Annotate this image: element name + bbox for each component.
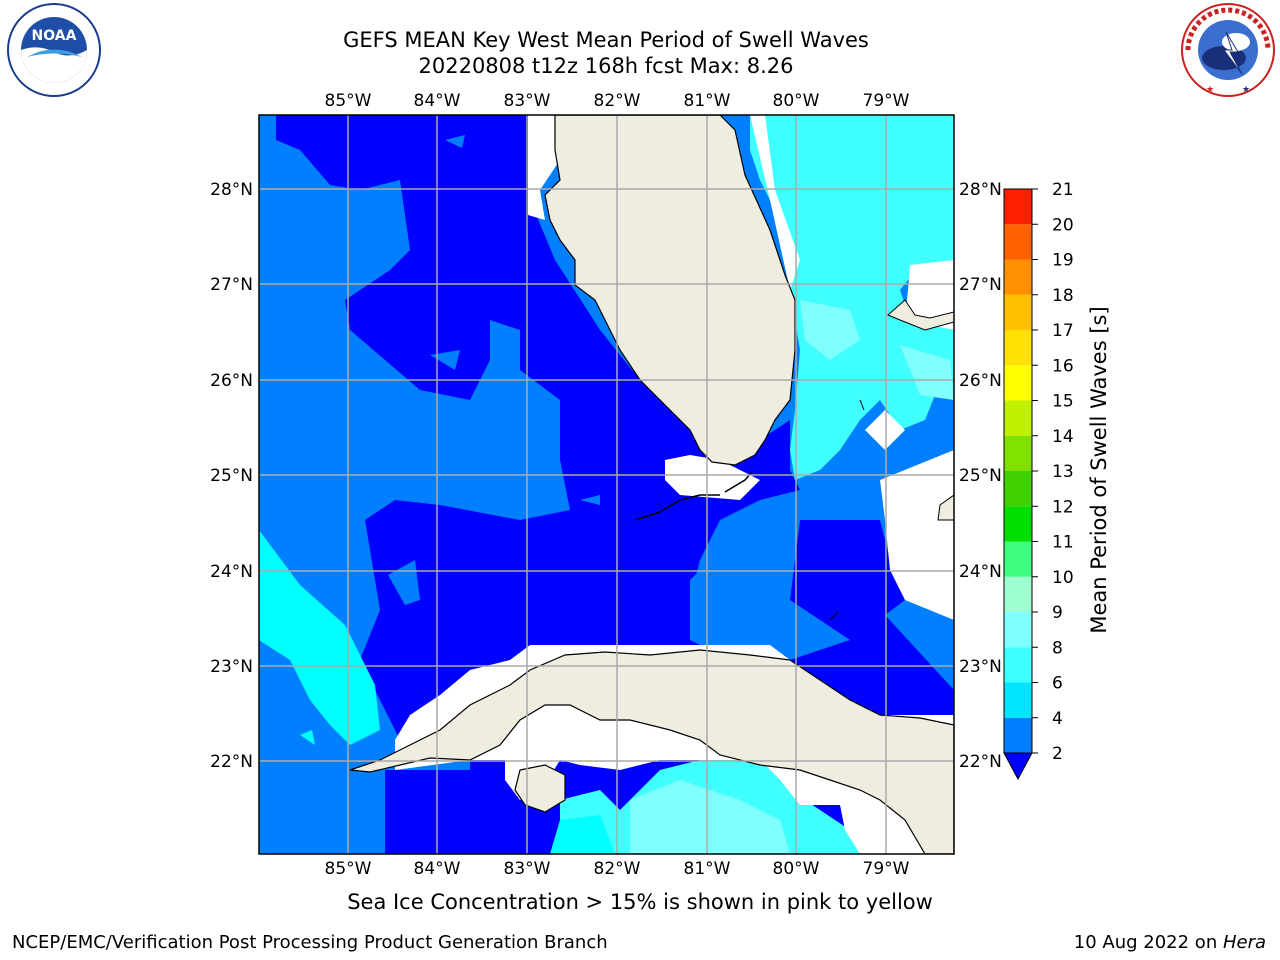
colorbar-segment [1004,365,1032,401]
colorbar-segment [1004,541,1032,577]
footer-credit: NCEP/EMC/Verification Post Processing Pr… [12,932,608,953]
colorbar-tick-label: 15 [1052,392,1074,412]
lat-labels-left: 28°N 27°N 26°N 25°N 24°N 23°N 22°N [210,180,253,772]
colorbar-segment [1004,682,1032,718]
colorbar-segment [1004,506,1032,542]
sea-ice-note: Sea Ice Concentration > 15% is shown in … [347,890,933,914]
lon-label: 83°W [504,859,551,879]
colorbar-tick-label: 6 [1052,674,1063,694]
colorbar-segment [1004,612,1032,648]
cuba-land [349,649,954,854]
lat-label: 25°N [959,466,1002,486]
colorbar-tick-label: 8 [1052,638,1063,658]
gridlines [259,115,954,854]
map-area [259,115,954,854]
lon-labels-top: 85°W 84°W 83°W 82°W 81°W 80°W 79°W [325,91,910,111]
footer-date-text: 10 Aug 2022 on [1073,932,1223,953]
lat-label: 22°N [210,752,253,772]
svg-text:★: ★ [1242,85,1250,95]
lon-label: 79°W [863,859,910,879]
noaa-logo: NOAA [7,3,101,97]
florida-land [544,115,796,466]
lon-label: 84°W [414,859,461,879]
nws-logo: ★ ★ [1181,3,1275,97]
colorbar-tick-label: 19 [1052,251,1074,271]
lat-label: 28°N [210,180,253,200]
colorbar-tick-label: 9 [1052,603,1063,623]
lon-label: 80°W [773,859,820,879]
lat-label: 22°N [959,752,1002,772]
lon-label: 84°W [414,91,461,111]
colorbar-tick-label: 21 [1052,180,1074,200]
colorbar-segment [1004,330,1032,366]
colorbar-tick-label: 4 [1052,709,1063,729]
colorbar-segment [1004,471,1032,507]
colorbar-segment [1004,647,1032,683]
lat-label: 23°N [210,657,253,677]
lon-label: 79°W [863,91,910,111]
lat-label: 23°N [959,657,1002,677]
lon-label: 85°W [325,859,372,879]
lat-label: 24°N [210,562,253,582]
colorbar-tick-label: 13 [1052,462,1074,482]
colorbar-tick-label: 18 [1052,286,1074,306]
footer-date: 10 Aug 2022 on Hera [1074,932,1266,953]
colorbar-segment [1004,259,1032,295]
colorbar-tick-label: 12 [1052,497,1074,517]
lon-label: 85°W [325,91,372,111]
cyan-region-east [750,115,954,480]
colorbar: 2 4 6 8 9 10 11 12 13 14 15 16 17 18 19 20 21 [1003,180,1074,781]
colorbar-extend-arrow [1003,752,1033,781]
colorbar-tick-label: 2 [1052,744,1063,764]
svg-text:★: ★ [1206,85,1214,95]
map-frame [258,114,955,855]
lon-label: 81°W [684,859,731,879]
colorbar-segment [1004,717,1032,753]
lat-label: 25°N [210,466,253,486]
colorbar-tick-label: 16 [1052,356,1074,376]
lat-label: 27°N [959,275,1002,295]
lon-label: 82°W [594,91,641,111]
cyan-region-southwest [259,530,380,745]
lon-label: 81°W [684,91,731,111]
colorbar-segment [1004,400,1032,436]
lat-labels-right: 28°N 27°N 26°N 25°N 24°N 23°N 22°N [959,180,1002,772]
lat-label: 28°N [959,180,1002,200]
footer-host: Hera [1222,932,1266,953]
colorbar-segment [1004,576,1032,612]
colorbar-segment [1004,189,1032,225]
lon-label: 82°W [594,859,641,879]
lon-labels-bottom: 85°W 84°W 83°W 82°W 81°W 80°W 79°W [325,859,910,879]
lat-label: 26°N [210,371,253,391]
colorbar-tick-label: 14 [1052,427,1074,447]
lat-label: 26°N [959,371,1002,391]
chart-title: GEFS MEAN Key West Mean Period of Swell … [343,28,869,52]
colorbar-label: Mean Period of Swell Waves [s] [1087,306,1111,633]
noaa-logo-text: NOAA [32,28,77,44]
lon-label: 80°W [773,91,820,111]
chart-subtitle: 20220808 t12z 168h fcst Max: 8.26 [418,54,794,78]
colorbar-segment [1004,435,1032,471]
colorbar-segment [1004,294,1032,330]
colorbar-tick-label: 10 [1052,568,1074,588]
colorbar-tick-label: 17 [1052,321,1074,341]
colorbar-tick-label: 20 [1052,215,1074,235]
colorbar-tick-label: 11 [1052,533,1074,553]
lat-label: 27°N [210,275,253,295]
lat-label: 24°N [959,562,1002,582]
colorbar-segment [1004,224,1032,260]
lon-label: 83°W [504,91,551,111]
